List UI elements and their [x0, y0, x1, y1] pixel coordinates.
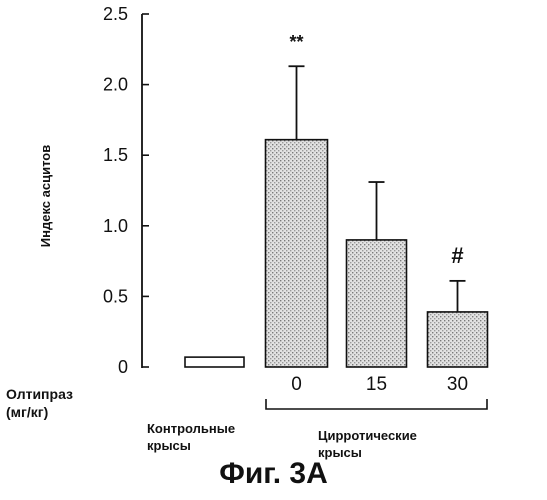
y-axis-label: Индекс асцитов: [38, 145, 53, 247]
bar: [185, 357, 244, 367]
y-tick-label: 2.5: [103, 4, 128, 24]
dose-unit-label: (мг/кг): [6, 404, 48, 420]
y-tick-label: 0.5: [103, 286, 128, 306]
cirrhotic-group-label-line1: Цирротические: [318, 428, 417, 444]
control-group-label-line2: крысы: [147, 438, 191, 454]
figure-caption: Фиг. 3А: [0, 457, 547, 491]
cirrhotic-bracket: [266, 399, 487, 409]
significance-annotation: **: [289, 32, 303, 52]
dose-tick-label: 30: [447, 374, 468, 395]
y-tick-label: 1.0: [103, 216, 128, 236]
y-axis: 0 0.5 1.0 1.5 2.0 2.5: [103, 4, 149, 377]
bar: [428, 312, 488, 367]
dose-tick-label: 0: [291, 374, 302, 395]
y-tick-label: 2.0: [103, 75, 128, 95]
y-tick-label: 0: [118, 357, 128, 377]
significance-annotation: #: [451, 243, 463, 268]
y-tick-label: 1.5: [103, 145, 128, 165]
bars: ** #: [185, 32, 488, 367]
control-group-label-line1: Контрольные: [147, 421, 235, 437]
bar: [266, 140, 328, 367]
dose-tick-label: 15: [366, 374, 387, 395]
bar: [347, 240, 407, 367]
dose-tick-labels: 0 15 30: [291, 374, 468, 395]
dose-name-label: Олтипраз: [6, 386, 73, 402]
